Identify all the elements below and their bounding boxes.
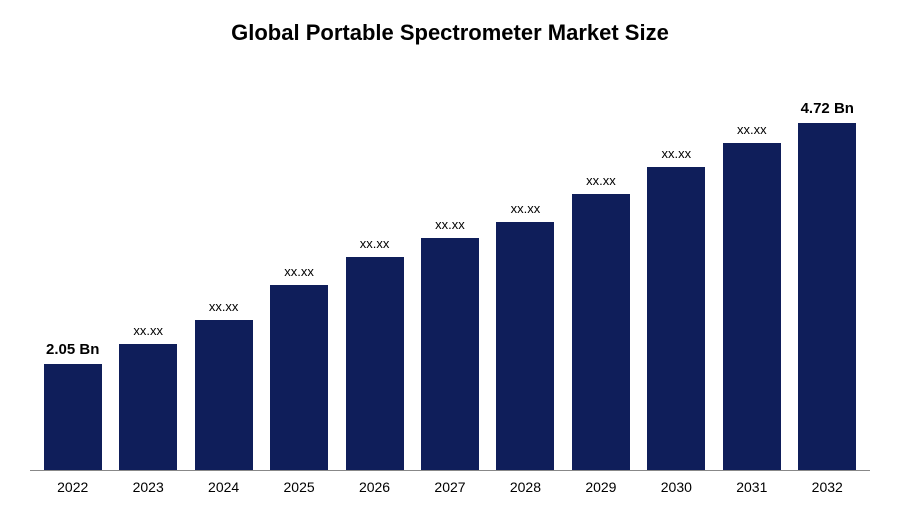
bar-group: xx.xx bbox=[563, 76, 638, 470]
x-axis-label: 2023 bbox=[110, 479, 185, 495]
bar-group: xx.xx bbox=[714, 76, 789, 470]
bar-value-label: 4.72 Bn bbox=[801, 100, 854, 117]
x-axis-label: 2022 bbox=[35, 479, 110, 495]
bar bbox=[421, 238, 479, 470]
bar-group: 4.72 Bn bbox=[790, 76, 865, 470]
bar-value-label: xx.xx bbox=[360, 236, 390, 251]
x-axis-label: 2031 bbox=[714, 479, 789, 495]
bar-value-label: 2.05 Bn bbox=[46, 341, 99, 358]
x-axis: 2022 2023 2024 2025 2026 2027 2028 2029 … bbox=[30, 471, 870, 495]
plot-area: 2.05 Bn xx.xx xx.xx xx.xx xx.xx xx.xx xx… bbox=[30, 76, 870, 471]
bar-value-label: xx.xx bbox=[511, 201, 541, 216]
bar-group: xx.xx bbox=[639, 76, 714, 470]
bar-group: xx.xx bbox=[337, 76, 412, 470]
bar bbox=[647, 167, 705, 470]
bar-group: xx.xx bbox=[110, 76, 185, 470]
x-axis-label: 2028 bbox=[488, 479, 563, 495]
bar-group: xx.xx bbox=[186, 76, 261, 470]
x-axis-label: 2027 bbox=[412, 479, 487, 495]
bar bbox=[195, 320, 253, 470]
bar-value-label: xx.xx bbox=[284, 264, 314, 279]
bar bbox=[572, 194, 630, 470]
x-axis-label: 2030 bbox=[639, 479, 714, 495]
chart-container: Global Portable Spectrometer Market Size… bbox=[0, 0, 900, 525]
x-axis-label: 2032 bbox=[790, 479, 865, 495]
bar-value-label: xx.xx bbox=[737, 122, 767, 137]
bar bbox=[798, 123, 856, 470]
x-axis-label: 2026 bbox=[337, 479, 412, 495]
bar-value-label: xx.xx bbox=[586, 173, 616, 188]
bar bbox=[44, 364, 102, 470]
x-axis-label: 2024 bbox=[186, 479, 261, 495]
bar-group: xx.xx bbox=[488, 76, 563, 470]
bar bbox=[270, 285, 328, 470]
x-axis-label: 2029 bbox=[563, 479, 638, 495]
bar-group: xx.xx bbox=[412, 76, 487, 470]
bar-group: 2.05 Bn bbox=[35, 76, 110, 470]
bar bbox=[119, 344, 177, 470]
bar-value-label: xx.xx bbox=[133, 323, 163, 338]
bar-value-label: xx.xx bbox=[662, 146, 692, 161]
chart-title: Global Portable Spectrometer Market Size bbox=[30, 20, 870, 46]
bar bbox=[496, 222, 554, 470]
x-axis-label: 2025 bbox=[261, 479, 336, 495]
bar bbox=[723, 143, 781, 470]
bar-group: xx.xx bbox=[261, 76, 336, 470]
bar-value-label: xx.xx bbox=[209, 299, 239, 314]
bar bbox=[346, 257, 404, 470]
bar-value-label: xx.xx bbox=[435, 217, 465, 232]
